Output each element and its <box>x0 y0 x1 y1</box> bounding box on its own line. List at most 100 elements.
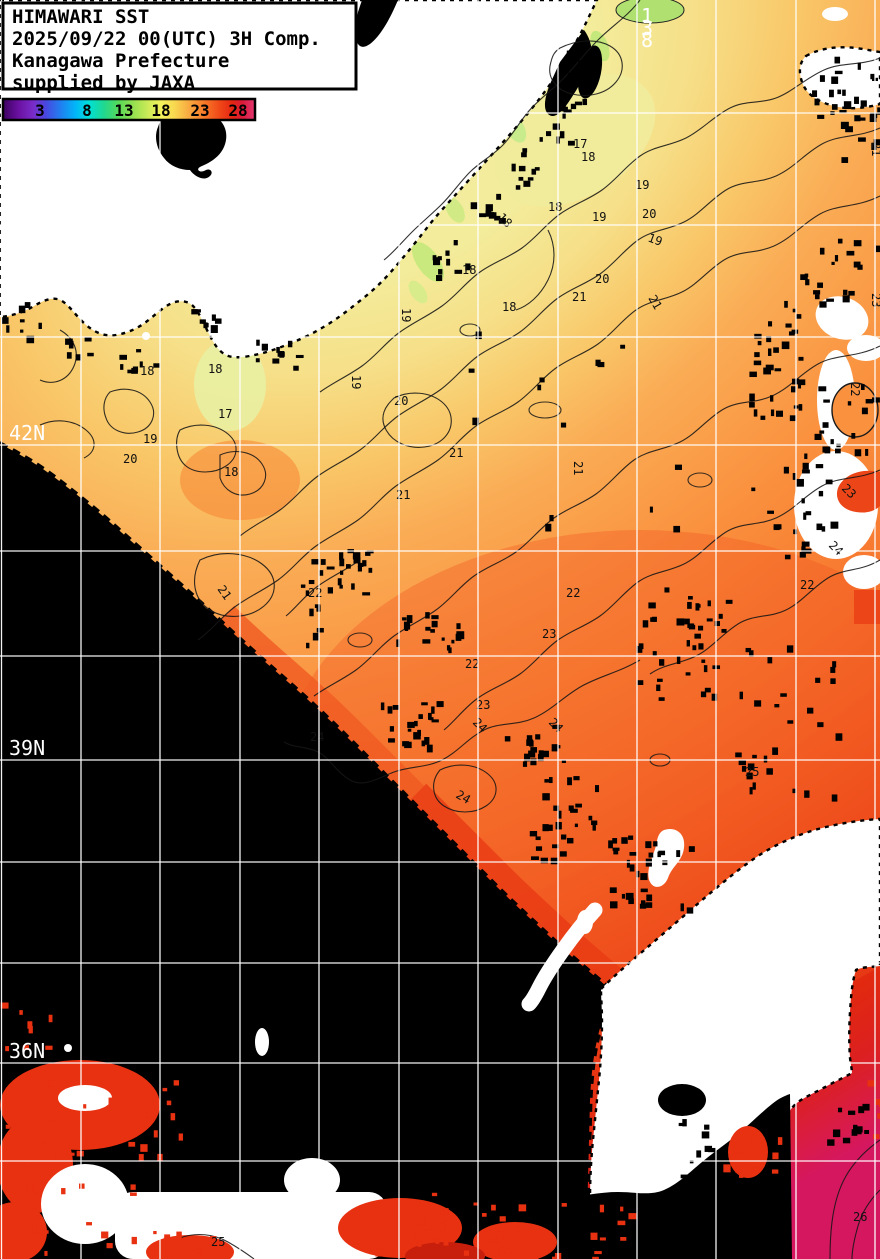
warm-pixel <box>723 1164 731 1173</box>
cloud-pixel <box>676 618 685 626</box>
cloud-pixel <box>843 101 852 110</box>
warm-pixel <box>22 1045 30 1050</box>
title-line: supplied by JAXA <box>12 72 196 94</box>
cloud-pixel <box>801 498 805 504</box>
isotherm-label: 23 <box>476 698 490 712</box>
cloud-pixel <box>287 340 293 348</box>
warm-pixel <box>514 1226 520 1232</box>
cloud-pixel <box>749 787 753 795</box>
warm-pixel <box>875 1098 880 1106</box>
cloud-pixel <box>839 110 847 114</box>
cloud-pixel <box>714 621 720 627</box>
warm-pixel <box>19 1010 23 1015</box>
cloud-pixel <box>819 75 825 82</box>
colorbar-tick: 23 <box>190 101 209 120</box>
cloud-pixel <box>830 439 834 445</box>
cloud-pixel <box>75 354 82 361</box>
cloud-pixel <box>445 250 450 256</box>
cloud-pixel <box>392 704 400 710</box>
cloud-pixel <box>558 102 567 107</box>
warm-pixel <box>443 1208 449 1215</box>
cloud-pixel <box>673 525 681 533</box>
warm-pixel <box>43 1230 49 1234</box>
warm-pixel <box>561 1203 567 1207</box>
cloud-pixel <box>494 215 501 221</box>
cloud-pixel <box>68 340 74 349</box>
cloud-pixel <box>65 338 73 345</box>
cloud-pixel <box>479 213 487 218</box>
cloud-pixel <box>707 600 711 607</box>
cloud-pixel <box>792 308 796 313</box>
cloud-pixel <box>814 433 822 440</box>
cloud-pixel <box>352 555 357 560</box>
cloud-pixel <box>636 870 640 878</box>
isotherm-label: 26 <box>853 1210 867 1224</box>
isotherm-label: 21 <box>449 446 463 460</box>
warm-pixel <box>48 1080 54 1087</box>
isotherm-label: 21 <box>215 583 235 603</box>
cloud-pixel <box>407 721 415 728</box>
colorbar-tick: 28 <box>228 101 247 120</box>
cloud-pixel <box>827 1139 835 1146</box>
cloud-pixel <box>696 604 701 608</box>
cloud-pixel <box>753 409 758 417</box>
warm-pixel <box>79 1183 85 1189</box>
cloud-pixel <box>425 626 431 631</box>
cloud-pixel <box>570 808 578 813</box>
warm-pixel <box>443 1240 449 1246</box>
cloud-pixel <box>475 331 482 340</box>
isotherm-label: 18 <box>502 300 516 314</box>
cloud-pixel <box>612 838 618 844</box>
cloud-pixel <box>261 343 268 351</box>
cloud-pixel <box>658 697 665 701</box>
warm-pixel <box>431 1192 438 1197</box>
warm-pixel <box>106 1243 113 1249</box>
cloud-pixel <box>515 185 521 190</box>
cloud-pixel <box>418 714 423 719</box>
cloud-pixel <box>739 691 744 700</box>
cloud-pixel <box>704 687 711 693</box>
warm-pixel <box>499 1216 506 1222</box>
warm-pixel <box>387 1207 393 1215</box>
colorbar-tick: 18 <box>151 101 170 120</box>
warm-pixel <box>552 1256 556 1259</box>
cloud-pixel <box>340 570 344 575</box>
warm-pixel <box>599 1237 606 1241</box>
cloud-pixel <box>553 805 560 811</box>
warm-pixel <box>76 1150 84 1157</box>
cloud-pixel <box>840 121 849 130</box>
warm-pixel <box>739 1170 744 1178</box>
cloud-pixel <box>626 859 630 868</box>
cloud-pixel <box>580 62 586 67</box>
cloud-pixel <box>842 1137 851 1144</box>
islet <box>64 1044 72 1052</box>
isotherm-label: 18 <box>224 465 238 479</box>
cloud-pixel <box>783 466 789 474</box>
cloud-pixel <box>747 763 755 771</box>
warm-pixel <box>438 1223 446 1231</box>
cloud-pixel <box>679 1197 685 1204</box>
cloud-pixel <box>256 339 260 346</box>
cloud-pixel <box>388 738 395 743</box>
cloud-pixel <box>853 240 862 247</box>
cloud-pixel <box>454 269 463 274</box>
cloud-pixel <box>752 754 757 759</box>
cloud-pixel <box>860 384 865 391</box>
cloud-pixel <box>339 552 344 560</box>
warm-pixel <box>209 1242 217 1247</box>
cloud-pixel <box>402 617 407 621</box>
cloud-pixel <box>818 386 827 392</box>
cloud-pixel <box>772 747 779 755</box>
cloud-pixel <box>496 193 502 200</box>
cloud-pixel <box>312 632 319 641</box>
cloud-pixel <box>396 639 400 647</box>
cloud-pixel <box>781 341 790 350</box>
cloud-pixel <box>851 433 856 439</box>
cloud-pixel <box>648 602 656 609</box>
cloud-pixel <box>488 212 495 216</box>
cloud-pixel <box>653 841 658 847</box>
cloud-pixel <box>628 898 634 905</box>
cloud-pixel <box>1 317 9 324</box>
cloud-pixel <box>753 360 762 366</box>
cloud-pixel <box>845 126 853 133</box>
